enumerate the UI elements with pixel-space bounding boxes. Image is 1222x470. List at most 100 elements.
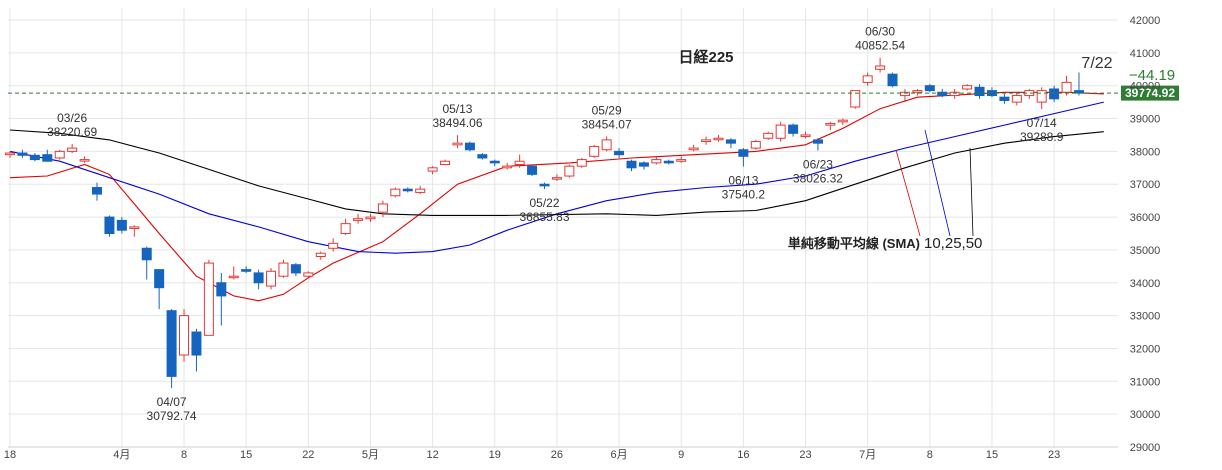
candle [303,271,314,278]
candle [676,156,687,163]
candle-body [763,132,774,139]
annotation-value: 38220.69 [47,125,97,139]
candle-body [290,264,301,274]
candle [800,131,811,139]
candle [315,251,326,260]
candle [763,131,774,140]
current-change: −44.19 [1129,67,1175,84]
ma-legend-periods: 10,25,50 [924,235,982,252]
candle [999,93,1010,104]
grid [8,8,1118,448]
annotation-date: 06/23 [803,158,833,172]
candle [216,272,227,326]
candle [54,149,65,160]
candle [812,138,823,151]
annotation-value: 36855.83 [519,210,569,224]
y-tick-label: 34000 [1130,278,1161,290]
candle [253,269,264,290]
y-tick-label: 40000 [1130,81,1161,93]
candle [688,144,699,152]
candle [203,259,214,336]
annotation-date: 05/22 [529,196,559,210]
candle [527,164,538,177]
annotation-date: 07/14 [1027,116,1057,130]
candle-body [452,142,463,146]
candle-body [539,183,550,187]
x-tick-label: 8 [181,449,187,461]
candle-body [937,91,948,97]
candle [17,149,28,158]
candle-body [514,160,525,166]
candle-body [253,272,264,284]
x-tick-label: 15 [986,449,998,461]
candle [788,123,799,137]
candle-body [477,154,488,159]
candle [775,121,786,142]
candle [340,218,351,236]
x-axis: 18 4月 8 15 22 5月 12 19 26 6月 9 16 23 7月 8 15 23 [4,449,1060,461]
candle-body [962,85,973,90]
candle-body [1049,88,1060,100]
candle [390,187,401,198]
y-tick-label: 37000 [1130,179,1161,191]
candle-body [228,275,239,279]
candle-body [775,124,786,139]
candle-body [42,154,53,162]
candle [191,328,202,372]
candle [5,151,15,158]
candle [974,84,985,99]
candle [638,161,649,170]
candle-body [166,310,177,377]
ma-leader-10 [895,149,921,237]
candle-body [328,242,339,249]
candle-body [626,160,637,169]
x-tick-label: 9 [678,449,684,461]
candle-body [651,159,662,164]
candle [1049,85,1060,103]
y-tick-label: 33000 [1130,311,1161,323]
candle-body [1061,81,1072,93]
candle-body [54,150,65,159]
candle-body [353,218,364,221]
candle-body [203,262,214,336]
candle-body [154,269,165,289]
candle-body [800,134,811,137]
candle-body [713,137,724,141]
x-tick-label: 12 [426,449,438,461]
candle [228,266,239,280]
candle-body [79,159,90,162]
candle-body [104,216,115,234]
candle [924,84,935,93]
candle-body [949,91,960,97]
ma-line-50 [9,129,1104,216]
candle [887,72,898,88]
candle-body [862,75,873,83]
x-tick-label: 8 [927,449,933,461]
candle-body [850,90,861,108]
x-tick-label: 19 [489,449,501,461]
annotation-date: 05/13 [442,102,472,116]
candle-body [129,226,140,229]
candles [5,57,1084,389]
candle-body [17,152,28,156]
candle [1073,72,1084,96]
candle-body [1073,90,1084,94]
candle-body [688,147,699,151]
candle-body [589,145,600,157]
candle [738,148,749,167]
candle [663,159,674,165]
candle-body [788,124,799,134]
candle-body [601,139,612,151]
candle-body [278,262,289,277]
candle [266,267,277,290]
candle-body [502,165,513,169]
candle [949,88,960,99]
annotation-value: 40852.54 [855,39,905,53]
candle-body [390,188,401,197]
candle [514,154,525,168]
current-date: 7/22 [1081,55,1112,72]
y-tick-label: 32000 [1130,343,1161,355]
x-tick-label: 15 [240,449,252,461]
candle-body [837,119,848,123]
